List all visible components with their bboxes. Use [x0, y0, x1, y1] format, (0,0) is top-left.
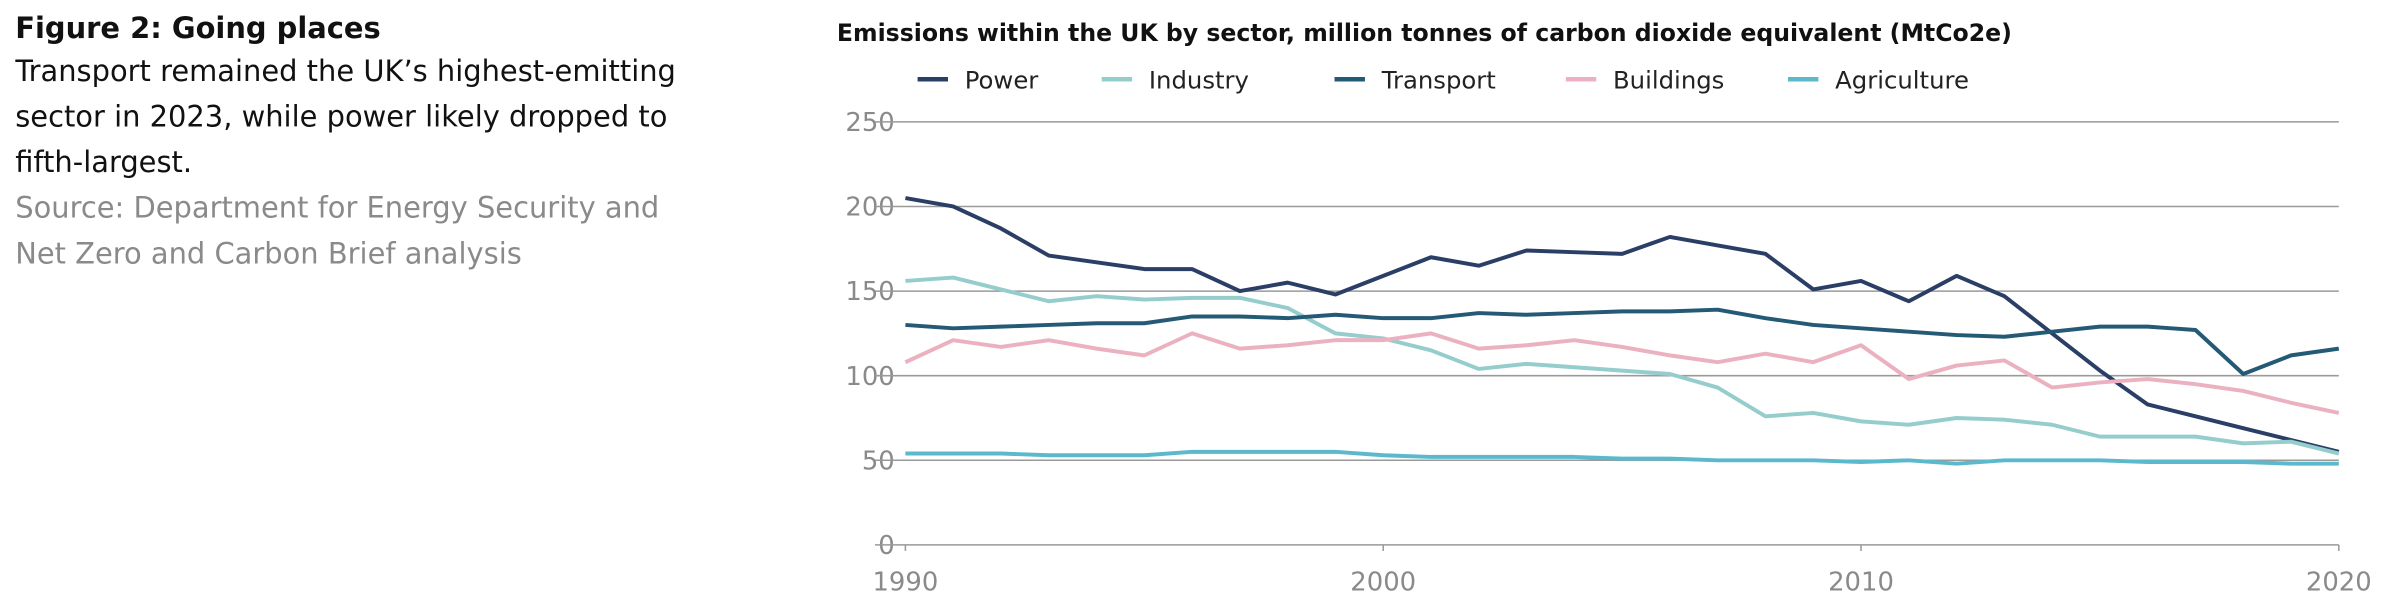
source: Source: Department for Energy Security a…: [15, 191, 660, 272]
x-tick-label: 2020: [2306, 568, 2372, 598]
chart-title: Emissions within the UK by sector, milli…: [837, 19, 2012, 47]
y-tick-label: 50: [862, 446, 895, 476]
series-line: [905, 196, 2340, 454]
y-tick-label: 200: [845, 193, 894, 223]
x-tick-label: 2010: [1828, 568, 1894, 598]
legend-label: Power: [965, 65, 1039, 94]
y-tick-label: 150: [845, 277, 894, 307]
x-tick-label: 1990: [872, 568, 938, 598]
x-tick-label: 2000: [1350, 568, 1416, 598]
series-line: [905, 449, 2339, 466]
series-line: [904, 331, 2340, 415]
y-tick-label: 100: [845, 362, 894, 392]
description: Transport remained the UK’s highest-emit…: [15, 54, 676, 180]
legend-label: Transport: [1381, 65, 1496, 94]
left-column: Figure 2: Going places Transport remaine…: [15, 9, 715, 277]
legend-label: Buildings: [1613, 65, 1724, 94]
heading: Figure 2: Going places: [15, 12, 381, 46]
y-tick-label: 0: [878, 531, 894, 561]
text-block: Figure 2: Going places Transport remaine…: [15, 9, 715, 277]
series-line: [905, 275, 2340, 456]
legend-label: Industry: [1149, 65, 1249, 94]
series-line: [905, 307, 2340, 376]
y-tick-label: 250: [845, 108, 894, 138]
legend-label: Agriculture: [1835, 65, 1969, 94]
